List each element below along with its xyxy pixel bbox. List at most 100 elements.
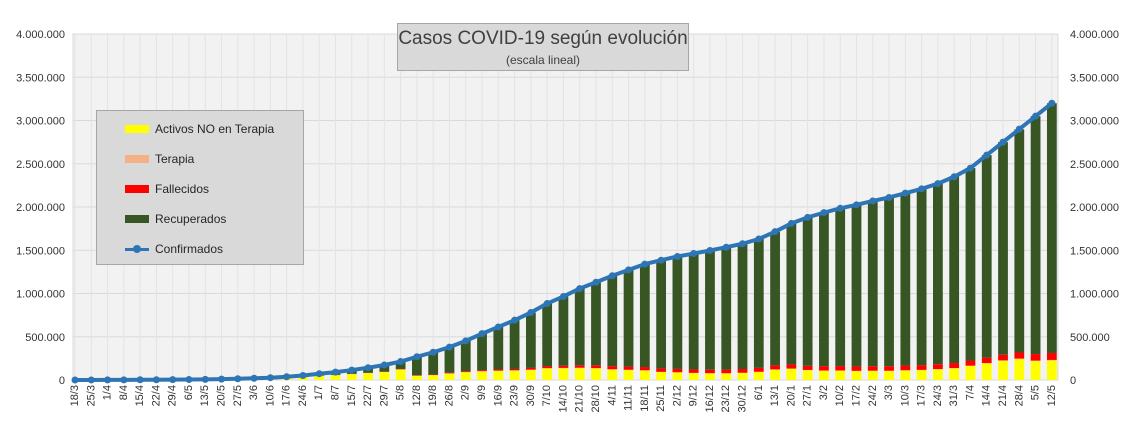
bar-fallecidos xyxy=(981,357,992,363)
bar-fallecidos xyxy=(851,366,862,371)
bar-activos xyxy=(379,372,390,380)
point-confirmados xyxy=(592,278,600,286)
bar-fallecidos xyxy=(509,368,520,371)
bar-recuperados xyxy=(835,208,846,367)
legend-label-fallecidos: Fallecidos xyxy=(155,182,210,196)
x-tick-label: 3/6 xyxy=(248,385,260,400)
x-tick-label: 27/5 xyxy=(232,385,244,406)
point-confirmados xyxy=(983,151,991,159)
point-confirmados xyxy=(1032,112,1040,120)
point-confirmados xyxy=(934,180,942,188)
point-confirmados xyxy=(657,256,665,264)
x-tick-label: 18/3 xyxy=(69,385,81,406)
bar-activos xyxy=(330,375,341,380)
legend-swatch-fallecidos xyxy=(125,185,149,193)
bar-activos xyxy=(493,371,504,380)
x-tick-label: 3/2 xyxy=(818,385,830,400)
bar-recuperados xyxy=(542,303,553,367)
bar-recuperados xyxy=(574,288,585,366)
bar-fallecidos xyxy=(770,365,780,370)
bar-activos xyxy=(1030,361,1041,380)
bar-fallecidos xyxy=(672,368,683,373)
chart-title: Casos COVID-19 según evolución xyxy=(398,28,688,49)
bar-fallecidos xyxy=(1046,352,1057,360)
bar-recuperados xyxy=(786,223,797,365)
point-confirmados xyxy=(445,343,453,351)
x-tick-label: 24/3 xyxy=(932,385,944,406)
point-confirmados xyxy=(1048,99,1056,107)
bar-recuperados xyxy=(1046,103,1057,353)
bar-fallecidos xyxy=(607,366,618,370)
point-confirmados xyxy=(201,375,209,383)
bar-recuperados xyxy=(802,217,813,366)
x-tick-label: 24/6 xyxy=(297,385,309,406)
bar-fallecidos xyxy=(753,367,764,372)
y-tick-label-right: 2.500.000 xyxy=(1070,159,1119,171)
point-confirmados xyxy=(722,243,730,251)
bar-fallecidos xyxy=(835,366,846,371)
point-confirmados xyxy=(901,189,909,197)
bar-activos xyxy=(525,370,536,380)
point-confirmados xyxy=(120,376,128,384)
legend-swatch-activos xyxy=(125,125,149,133)
bar-recuperados xyxy=(737,243,748,370)
bar-recuperados xyxy=(867,200,878,367)
bar-recuperados xyxy=(981,155,992,358)
bar-recuperados xyxy=(770,231,780,366)
bar-recuperados xyxy=(688,253,699,370)
point-confirmados xyxy=(885,193,893,201)
bar-recuperados xyxy=(753,239,764,368)
x-tick-label: 17/6 xyxy=(281,385,293,406)
x-tick-label: 8/4 xyxy=(118,385,130,400)
point-confirmados xyxy=(625,266,633,274)
bar-fallecidos xyxy=(933,364,943,370)
y-tick-label-left: 500.000 xyxy=(25,332,65,344)
legend-marker-confirmados xyxy=(133,245,141,253)
x-tick-label: 12/5 xyxy=(1046,385,1058,406)
point-confirmados xyxy=(755,235,763,243)
bar-recuperados xyxy=(493,326,504,370)
bar-activos xyxy=(737,373,748,380)
bar-activos xyxy=(900,370,911,380)
bar-recuperados xyxy=(639,264,650,368)
point-confirmados xyxy=(331,368,339,376)
bar-recuperados xyxy=(623,269,634,367)
bar-activos xyxy=(314,375,325,380)
point-confirmados xyxy=(234,375,242,383)
bar-activos xyxy=(558,368,569,380)
bar-recuperados xyxy=(509,320,520,369)
bar-recuperados xyxy=(428,352,439,375)
bar-activos xyxy=(802,370,813,380)
point-confirmados xyxy=(739,240,747,248)
bar-activos xyxy=(1014,359,1025,380)
y-tick-label-right: 500.000 xyxy=(1070,332,1110,344)
bar-activos xyxy=(639,370,650,380)
bar-activos xyxy=(851,371,862,380)
x-tick-label: 24/2 xyxy=(867,385,879,406)
point-confirmados xyxy=(771,228,779,236)
bar-activos xyxy=(656,372,666,380)
bar-recuperados xyxy=(477,333,487,371)
bar-fallecidos xyxy=(1030,354,1041,361)
point-confirmados xyxy=(266,374,274,382)
bar-terapia xyxy=(1046,359,1057,361)
bar-fallecidos xyxy=(802,365,813,370)
point-confirmados xyxy=(185,376,193,384)
point-confirmados xyxy=(836,204,844,212)
y-tick-label-left: 0 xyxy=(59,375,65,387)
y-tick-label-right: 1.000.000 xyxy=(1070,289,1119,301)
x-tick-label: 23/9 xyxy=(509,385,521,406)
x-tick-label: 23/12 xyxy=(720,385,732,413)
point-confirmados xyxy=(543,300,551,308)
bar-activos xyxy=(705,373,715,380)
bar-fallecidos xyxy=(867,366,878,371)
bar-activos xyxy=(835,370,846,380)
x-tick-label: 28/4 xyxy=(1013,385,1025,406)
point-confirmados xyxy=(283,373,291,381)
bar-activos xyxy=(916,370,927,380)
point-confirmados xyxy=(641,260,649,268)
point-confirmados xyxy=(169,376,177,384)
y-tick-label-right: 1.500.000 xyxy=(1070,245,1119,257)
